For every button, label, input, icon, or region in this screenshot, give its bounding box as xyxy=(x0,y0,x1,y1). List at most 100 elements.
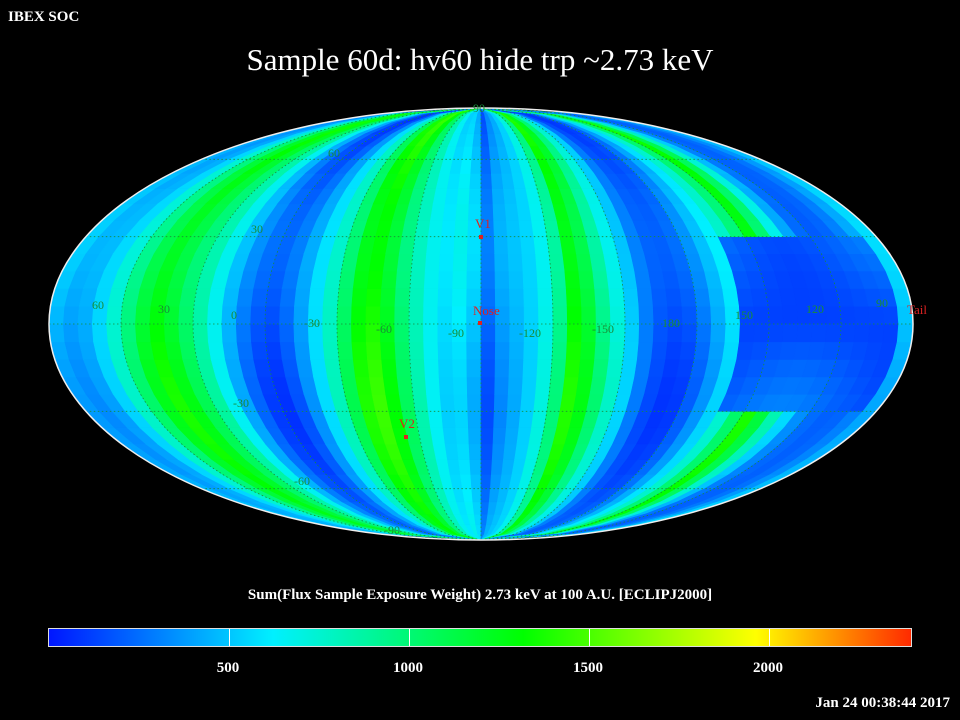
flux-cell xyxy=(480,359,496,378)
flux-cell xyxy=(551,341,568,360)
flux-cell xyxy=(467,393,482,412)
longitude-label: 0 xyxy=(231,308,237,322)
flux-cell xyxy=(279,288,297,307)
flux-cell xyxy=(382,253,400,272)
colorbar-tick xyxy=(589,629,590,646)
flux-cell xyxy=(207,341,226,360)
flux-cell xyxy=(592,359,610,378)
colorbar-tick xyxy=(409,629,410,646)
flux-cell xyxy=(480,188,494,205)
latitude-labels: 90 60 30 -30 -60 -90 xyxy=(233,101,485,537)
flux-cell xyxy=(480,253,496,272)
flux-cell xyxy=(235,305,252,325)
flux-cell xyxy=(493,410,508,429)
flux-cell xyxy=(410,376,427,395)
flux-cell xyxy=(135,305,152,325)
flux-cell xyxy=(423,359,440,378)
flux-cell xyxy=(423,270,440,289)
flux-cell xyxy=(707,288,726,307)
flux-cell xyxy=(564,270,581,289)
flux-cell xyxy=(351,288,368,307)
flux-cell xyxy=(279,323,295,343)
flux-cell xyxy=(365,288,382,307)
flux-cell xyxy=(565,288,582,307)
flux-cell xyxy=(398,393,416,412)
flux-cell xyxy=(504,427,520,445)
marker-label: V1 xyxy=(475,216,491,231)
flux-cell xyxy=(251,341,269,360)
flux-cell xyxy=(408,323,424,343)
flux-cell xyxy=(394,288,411,307)
flux-cell xyxy=(580,341,597,360)
flux-cell xyxy=(722,288,740,307)
flux-cell xyxy=(120,305,137,325)
flux-cell xyxy=(394,305,410,325)
flux-cell xyxy=(380,341,397,360)
flux-cell xyxy=(368,376,387,395)
flux-cell xyxy=(494,270,510,289)
flux-cell xyxy=(536,270,553,289)
flux-cell xyxy=(236,288,255,307)
flux-cell xyxy=(459,474,473,490)
flux-cell xyxy=(722,341,740,360)
flux-cell xyxy=(352,270,370,289)
flux-cell xyxy=(533,236,550,254)
flux-cell xyxy=(538,305,554,325)
flux-cell xyxy=(470,474,482,490)
flux-cell xyxy=(322,323,338,343)
flux-cell xyxy=(651,341,668,360)
latitude-label: -60 xyxy=(294,474,310,488)
latitude-label: -90 xyxy=(384,523,400,537)
sky-map: 60 30 0 -30 -60 -90 -120 -150 180 150 120 90 90 60 30… xyxy=(48,101,927,541)
flux-cell xyxy=(265,288,283,307)
longitude-label: -30 xyxy=(304,316,320,330)
flux-cell xyxy=(441,219,457,237)
flux-cell xyxy=(324,359,342,378)
flux-cell xyxy=(456,443,471,460)
flux-cell xyxy=(49,305,66,325)
flux-cell xyxy=(566,323,583,343)
marker-dot xyxy=(479,235,483,239)
flux-cell xyxy=(494,376,510,395)
flux-cell xyxy=(408,288,425,307)
flux-cell xyxy=(480,488,491,503)
flux-cell xyxy=(351,305,367,325)
flux-cell xyxy=(469,459,482,475)
flux-cell xyxy=(564,359,581,378)
flux-cell xyxy=(235,323,252,343)
flux-cell xyxy=(562,253,580,272)
colorbar-title: Sum(Flux Sample Exposure Weight) 2.73 ke… xyxy=(247,587,713,603)
flux-cell xyxy=(520,393,536,412)
flux-cell xyxy=(452,359,468,378)
flux-cell xyxy=(468,443,482,460)
flux-cell xyxy=(456,188,471,205)
flux-cell xyxy=(468,188,482,205)
flux-cell xyxy=(710,305,727,325)
flux-cell xyxy=(412,236,429,254)
flux-cell xyxy=(490,459,504,475)
flux-cell xyxy=(825,323,842,343)
flux-cell xyxy=(508,270,524,289)
flux-cell xyxy=(438,359,454,378)
flux-cell xyxy=(430,203,446,221)
flux-cell xyxy=(438,253,455,272)
flux-cell xyxy=(707,341,726,360)
flux-cell xyxy=(430,427,446,445)
flux-cell xyxy=(782,323,799,343)
flux-cell xyxy=(381,359,398,378)
longitude-labels: 60 30 0 -30 -60 -90 -120 -150 180 150 120 90 xyxy=(92,296,888,340)
flux-cell xyxy=(494,253,510,272)
flux-cell xyxy=(608,341,625,360)
flux-cell xyxy=(523,305,539,325)
marker-dot xyxy=(478,321,482,325)
flux-cell xyxy=(394,341,411,360)
flux-cell xyxy=(868,323,885,343)
flux-cell xyxy=(381,270,398,289)
timestamp: Jan 24 00:38:44 2017 xyxy=(815,695,950,711)
flux-cell xyxy=(636,288,654,307)
flux-cell xyxy=(679,288,697,307)
flux-cell xyxy=(638,323,655,343)
flux-cell xyxy=(437,341,453,360)
flux-cell xyxy=(551,288,568,307)
flux-cell xyxy=(294,288,311,307)
